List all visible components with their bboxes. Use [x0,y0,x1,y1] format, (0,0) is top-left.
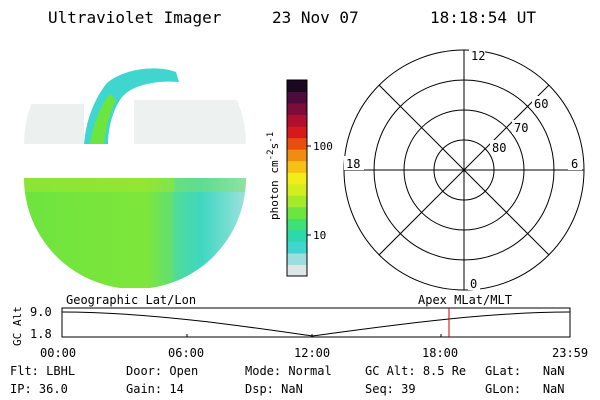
colorbar-swatch [287,195,307,208]
colorbar-tick-10: 10 [313,229,327,242]
time-label: 18:18:54 UT [430,8,536,27]
status-door: Door: Open [126,364,199,378]
colorbar: 100 10 photon cm-2s-1 [255,78,350,278]
polar-label-60: 60 [534,97,548,111]
app-title: Ultraviolet Imager [48,8,222,27]
status-gc-alt: GC Alt: 8.5 Re [365,364,467,378]
colorbar-swatch [287,160,307,173]
status-ip: IP: 36.0 [10,382,68,396]
altplot-right-title: Apex MLat/MLT [418,293,512,307]
auroral-image [24,60,246,288]
status-glat: GLat: NaN [485,364,565,378]
polar-label-12: 12 [471,49,485,63]
status-gain: Gain: 14 [126,382,184,396]
date-label: 23 Nov 07 [272,8,359,27]
colorbar-swatch [287,126,307,139]
status-glon: GLon: NaN [485,382,565,396]
altplot-x-tick: 12:00 [294,346,330,360]
altplot-y-top: 9.0 [30,305,52,319]
polar-label-70: 70 [514,121,528,135]
colorbar-swatch [287,114,307,127]
colorbar-swatch [287,218,307,231]
colorbar-unit-label: photon cm-2s-1 [265,131,281,220]
altplot-left-title: Geographic Lat/Lon [66,293,196,307]
colorbar-swatch [287,80,307,93]
altplot-y-bottom: 1.8 [30,327,52,341]
status-dsp: Dsp: NaN [245,382,303,396]
status-flt: Flt: LBHL [10,364,76,378]
colorbar-swatch [287,229,307,242]
status-mode: Mode: Normal [245,364,332,378]
colorbar-swatch [287,206,307,219]
colorbar-swatch [287,241,307,254]
colorbar-swatch [287,149,307,162]
colorbar-swatch [287,264,307,277]
polar-label-0: 0 [470,277,477,291]
polar-label-80: 80 [492,141,506,155]
polar-label-18: 18 [346,157,360,171]
colorbar-swatch [287,137,307,150]
colorbar-swatch [287,103,307,116]
colorbar-swatch [287,252,307,265]
altplot-x-tick: 18:00 [422,346,458,360]
altplot-y-label: GC Alt [11,306,24,346]
altplot-x-tick: 00:00 [40,346,76,360]
status-seq: Seq: 39 [365,382,416,396]
polar-plot: 12 6 18 0 60 70 80 [343,48,585,291]
colorbar-tick-100: 100 [313,140,333,153]
altplot-x-tick: 23:59 [552,346,588,360]
polar-label-6: 6 [571,157,578,171]
altitude-plot: Geographic Lat/Lon Apex MLat/MLT 9.0 1.8… [11,293,588,360]
altplot-x-tick: 06:00 [168,346,204,360]
colorbar-swatch [287,183,307,196]
colorbar-swatch [287,91,307,104]
colorbar-swatch [287,172,307,185]
